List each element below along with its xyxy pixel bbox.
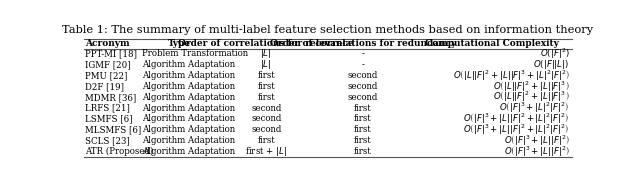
Text: Algorithm Adaptation: Algorithm Adaptation	[143, 93, 236, 102]
Text: first: first	[354, 125, 372, 134]
Text: $O\left(|F|^3+|L|^2|F|^2\right)$: $O\left(|F|^3+|L|^2|F|^2\right)$	[499, 101, 570, 115]
Text: LRFS [21]: LRFS [21]	[86, 104, 131, 113]
Text: Problem Transformation: Problem Transformation	[143, 49, 248, 58]
Text: Order of correlations for relevance: Order of correlations for relevance	[179, 39, 354, 48]
Text: Acronym: Acronym	[86, 39, 130, 48]
Text: second: second	[251, 104, 282, 113]
Text: ATR (Proposed): ATR (Proposed)	[86, 147, 154, 156]
Text: Algorithm Adaptation: Algorithm Adaptation	[143, 147, 236, 156]
Text: Computational Complexity: Computational Complexity	[425, 39, 559, 48]
Text: $O\left(|F|^3+|L||F|^2+|L|^2|F|^2\right)$: $O\left(|F|^3+|L||F|^2+|L|^2|F|^2\right)…	[463, 122, 570, 137]
Text: Algorithm Adaptation: Algorithm Adaptation	[143, 60, 236, 69]
Text: first: first	[354, 104, 372, 113]
Text: LSMFS [6]: LSMFS [6]	[86, 115, 133, 123]
Text: Order of correlations for redundancy: Order of correlations for redundancy	[270, 39, 456, 48]
Text: first + $|L|$: first + $|L|$	[245, 145, 287, 158]
Text: first: first	[354, 147, 372, 156]
Text: first: first	[257, 82, 275, 91]
Text: Algorithm Adaptation: Algorithm Adaptation	[143, 125, 236, 134]
Text: second: second	[251, 125, 282, 134]
Text: Algorithm Adaptation: Algorithm Adaptation	[143, 71, 236, 80]
Text: second: second	[348, 82, 378, 91]
Text: $O(|F|^2)$: $O(|F|^2)$	[540, 47, 570, 61]
Text: second: second	[251, 115, 282, 123]
Text: Algorithm Adaptation: Algorithm Adaptation	[143, 136, 236, 145]
Text: -: -	[362, 49, 364, 58]
Text: IGMF [20]: IGMF [20]	[86, 60, 131, 69]
Text: MLSMFS [6]: MLSMFS [6]	[86, 125, 141, 134]
Text: -: -	[362, 60, 364, 69]
Text: $|L|$: $|L|$	[260, 48, 272, 60]
Text: MDMR [36]: MDMR [36]	[86, 93, 137, 102]
Text: SCLS [23]: SCLS [23]	[86, 136, 130, 145]
Text: $O\left(|L||F|^2+|L||F|^3+|L|^2|F|^2\right)$: $O\left(|L||F|^2+|L||F|^3+|L|^2|F|^2\rig…	[452, 68, 570, 83]
Text: first: first	[354, 136, 372, 145]
Text: $O\left(|F|^3+|L||F|^2\right)$: $O\left(|F|^3+|L||F|^2\right)$	[504, 133, 570, 148]
Text: D2F [19]: D2F [19]	[86, 82, 124, 91]
Text: $O\left(|F|^3+|L||F|^2+|L|^2|F|^2\right)$: $O\left(|F|^3+|L||F|^2+|L|^2|F|^2\right)…	[463, 112, 570, 126]
Text: $O(|F||L|)$: $O(|F||L|)$	[534, 58, 570, 71]
Text: $O\left(|F|^3+|L||F|^2\right)$: $O\left(|F|^3+|L||F|^2\right)$	[504, 144, 570, 159]
Text: second: second	[348, 93, 378, 102]
Text: PPT-MI [18]: PPT-MI [18]	[86, 49, 138, 58]
Text: first: first	[257, 71, 275, 80]
Text: Type: Type	[168, 39, 191, 48]
Text: $O\left(|L||F|^2+|L||F|^3\right)$: $O\left(|L||F|^2+|L||F|^3\right)$	[493, 79, 570, 94]
Text: PMU [22]: PMU [22]	[86, 71, 128, 80]
Text: first: first	[354, 115, 372, 123]
Text: $|L|$: $|L|$	[260, 58, 272, 71]
Text: second: second	[348, 71, 378, 80]
Text: Algorithm Adaptation: Algorithm Adaptation	[143, 104, 236, 113]
Text: first: first	[257, 136, 275, 145]
Text: first: first	[257, 93, 275, 102]
Text: Algorithm Adaptation: Algorithm Adaptation	[143, 82, 236, 91]
Text: $O\left(|L||F|^2+|L||F|^3\right)$: $O\left(|L||F|^2+|L||F|^3\right)$	[493, 90, 570, 105]
Text: Algorithm Adaptation: Algorithm Adaptation	[143, 115, 236, 123]
Text: Table 1: The summary of multi-label feature selection methods based on informati: Table 1: The summary of multi-label feat…	[63, 25, 593, 35]
